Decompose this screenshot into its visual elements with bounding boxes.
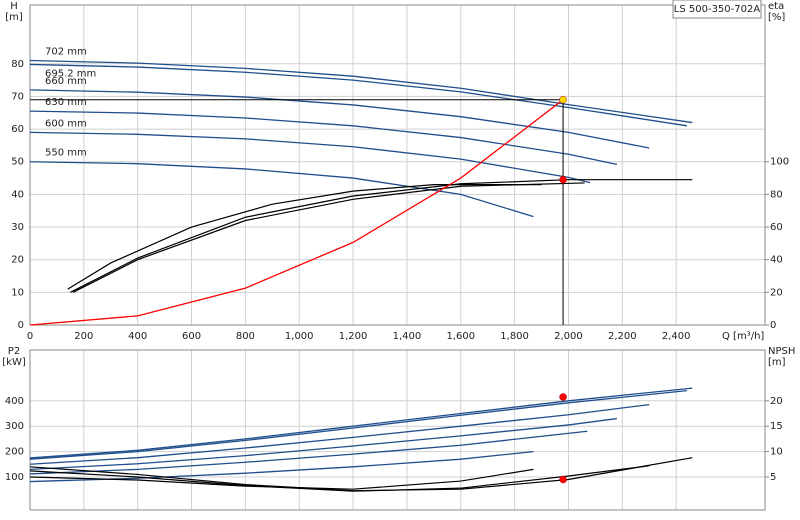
x-tick-label: 1,800 (500, 331, 529, 342)
curve-label: 630 mm (45, 97, 87, 108)
curve-label: 600 mm (45, 118, 87, 129)
x-tick-label: 1,000 (285, 331, 314, 342)
y2-axis-label: NPSH (768, 346, 795, 357)
x-tick-label: 600 (182, 331, 201, 342)
curve (29, 161, 534, 218)
y2-tick-label: 80 (770, 189, 783, 200)
curve (29, 387, 693, 459)
chart-title: LS 500-350-702A (674, 4, 761, 15)
curve (29, 417, 618, 471)
x-tick-label: 0 (27, 331, 33, 342)
operating-point (559, 475, 567, 484)
curve (29, 430, 588, 475)
curve (29, 131, 591, 184)
x-axis-label: Q [m³/h] (722, 331, 764, 342)
y-tick-label: 20 (11, 255, 24, 266)
curve (29, 63, 688, 127)
curve (29, 389, 687, 460)
y2-tick-label: 0 (770, 320, 776, 331)
curve (29, 403, 650, 465)
x-tick-label: 400 (128, 331, 147, 342)
y-tick-label: 50 (11, 157, 24, 168)
curve (70, 179, 693, 293)
curve (29, 89, 650, 149)
curve (29, 465, 650, 492)
curve (29, 110, 618, 165)
x-tick-label: 1,200 (339, 331, 368, 342)
y-tick-label: 30 (11, 222, 24, 233)
y-tick-label: 70 (11, 91, 24, 102)
curve-label: 695.2 mm (45, 68, 96, 79)
plot-frame (29, 349, 766, 511)
y2-tick-label: 100 (770, 157, 789, 168)
curve (67, 183, 542, 290)
operating-point (559, 175, 567, 184)
operating-point (559, 95, 567, 104)
curve (29, 99, 564, 326)
y-tick-label: 40 (11, 189, 24, 200)
curve-label: 550 mm (45, 148, 87, 159)
curve (29, 450, 534, 483)
x-tick-label: 2,400 (662, 331, 691, 342)
x-tick-label: 2,000 (554, 331, 583, 342)
y-tick-label: 10 (11, 287, 24, 298)
y2-tick-label: 40 (770, 255, 783, 266)
curve-label: 702 mm (45, 47, 87, 58)
y2-tick-label: 20 (770, 396, 783, 407)
x-tick-label: 1,400 (393, 331, 422, 342)
plot-frame (29, 4, 766, 326)
y2-tick-label: 20 (770, 287, 783, 298)
y-tick-label: 300 (5, 421, 24, 432)
curve (72, 182, 585, 293)
curve (29, 468, 534, 490)
curve (29, 457, 693, 492)
x-tick-label: 200 (74, 331, 93, 342)
y-axis-label: H (10, 1, 18, 12)
x-tick-label: 800 (236, 331, 255, 342)
title-box (672, 0, 762, 19)
y-tick-label: 200 (5, 447, 24, 458)
y2-tick-label: 5 (770, 472, 776, 483)
y2-axis-label: [m] (768, 357, 786, 368)
y2-axis-label: eta (768, 1, 784, 12)
curve (29, 59, 693, 124)
y2-tick-label: 60 (770, 222, 783, 233)
y-tick-label: 100 (5, 472, 24, 483)
y-tick-label: 400 (5, 396, 24, 407)
y2-tick-label: 10 (770, 447, 783, 458)
y-axis-label: [kW] (2, 357, 26, 368)
operating-point (559, 393, 567, 401)
y-tick-label: 0 (18, 320, 24, 331)
curve-label: 660 mm (45, 76, 87, 87)
y-tick-label: 80 (11, 59, 24, 70)
y2-tick-label: 15 (770, 421, 783, 432)
x-tick-label: 2,200 (608, 331, 637, 342)
y-axis-label: P2 (8, 346, 20, 357)
y-tick-label: 60 (11, 124, 24, 135)
y2-axis-label: [%] (768, 12, 785, 23)
y-axis-label: [m] (5, 12, 23, 23)
x-tick-label: 1,600 (446, 331, 475, 342)
